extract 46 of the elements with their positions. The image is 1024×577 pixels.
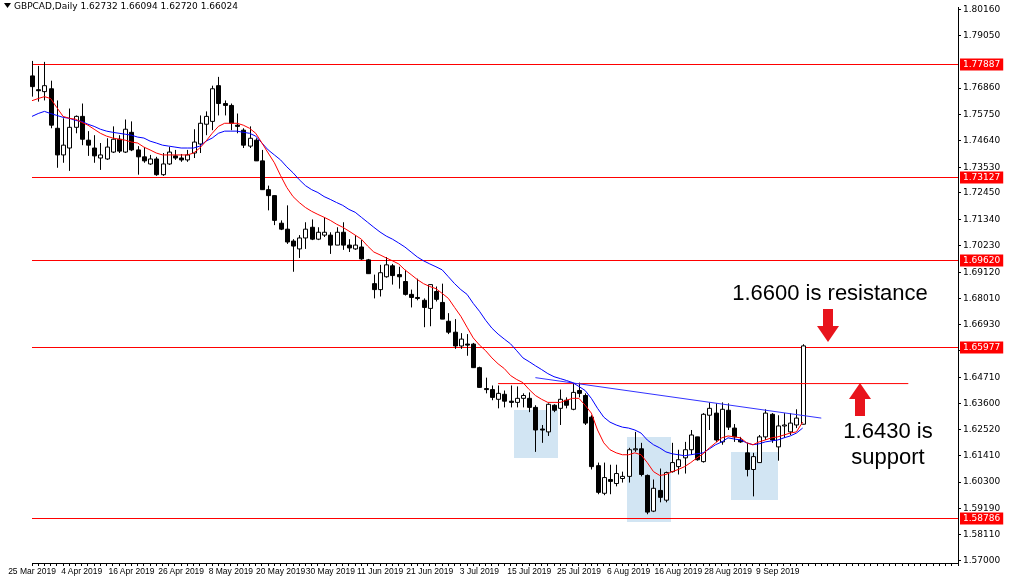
y-tick-label: 1.69120 — [963, 266, 1001, 277]
x-tick-label: 16 Apr 2019 — [108, 566, 155, 577]
y-tick-label: 1.68010 — [963, 292, 1001, 303]
y-tick-label: 1.75750 — [963, 108, 1001, 119]
x-tick-label: 25 Jul 2019 — [556, 566, 602, 577]
x-tick-label: 11 Jun 2019 — [356, 566, 404, 577]
ref-line-label: 1.73127 — [963, 171, 1001, 182]
x-tick-label: 21 Jun 2019 — [406, 566, 454, 577]
y-tick-label: 1.64710 — [963, 371, 1001, 382]
x-tick-label: 16 Aug 2019 — [654, 566, 703, 577]
candlestick — [49, 80, 54, 129]
y-tick-label: 1.76860 — [963, 82, 1001, 93]
chart-title: GBPCAD,Daily 1.62732 1.66094 1.62720 1.66024 — [14, 1, 238, 11]
y-tick-label: 1.70230 — [963, 240, 1001, 251]
x-tick-label: 25 Mar 2019 — [8, 566, 57, 577]
annotation: 1.6430 is support — [842, 418, 934, 470]
candlestick — [801, 343, 806, 426]
x-tick-label: 3 Jul 2019 — [459, 566, 500, 577]
y-tick-label: 1.61410 — [963, 450, 1001, 461]
x-tick-label: 8 May 2019 — [208, 566, 254, 577]
ref-line-label: 1.77887 — [963, 58, 1001, 69]
y-tick-label: 1.59190 — [963, 502, 1001, 513]
y-tick-label: 1.58110 — [963, 528, 1001, 539]
y-tick-label: 1.62520 — [963, 423, 1001, 434]
x-tick-label: 15 Jul 2019 — [507, 566, 552, 577]
x-tick-label: 4 Apr 2019 — [61, 566, 103, 577]
x-tick-label: 9 Sep 2019 — [756, 566, 800, 577]
x-tick-label: 30 May 2019 — [305, 566, 356, 577]
annotation: 1.6600 is resistance — [731, 280, 929, 306]
y-tick-label: 1.57000 — [963, 554, 1001, 565]
y-tick-label: 1.74640 — [963, 135, 1001, 146]
y-tick-label: 1.71340 — [963, 213, 1001, 224]
x-tick-label: 26 Apr 2019 — [158, 566, 205, 577]
x-tick-label: 28 Aug 2019 — [704, 566, 753, 577]
x-tick-label: 6 Aug 2019 — [607, 566, 651, 577]
y-tick-label: 1.72450 — [963, 187, 1001, 198]
ref-line-label: 1.69620 — [963, 254, 1001, 265]
y-tick-label: 1.79050 — [963, 30, 1001, 41]
y-tick-label: 1.63600 — [963, 397, 1001, 408]
x-tick-label: 20 May 2019 — [256, 566, 306, 577]
y-tick-label: 1.60300 — [963, 476, 1001, 487]
y-tick-label: 1.80160 — [963, 3, 1001, 14]
y-tick-label: 1.73530 — [963, 161, 1001, 172]
ref-line-label: 1.65977 — [963, 341, 1001, 352]
y-tick-label: 1.66930 — [963, 318, 1001, 329]
ref-line-label: 1.58786 — [963, 512, 1001, 523]
